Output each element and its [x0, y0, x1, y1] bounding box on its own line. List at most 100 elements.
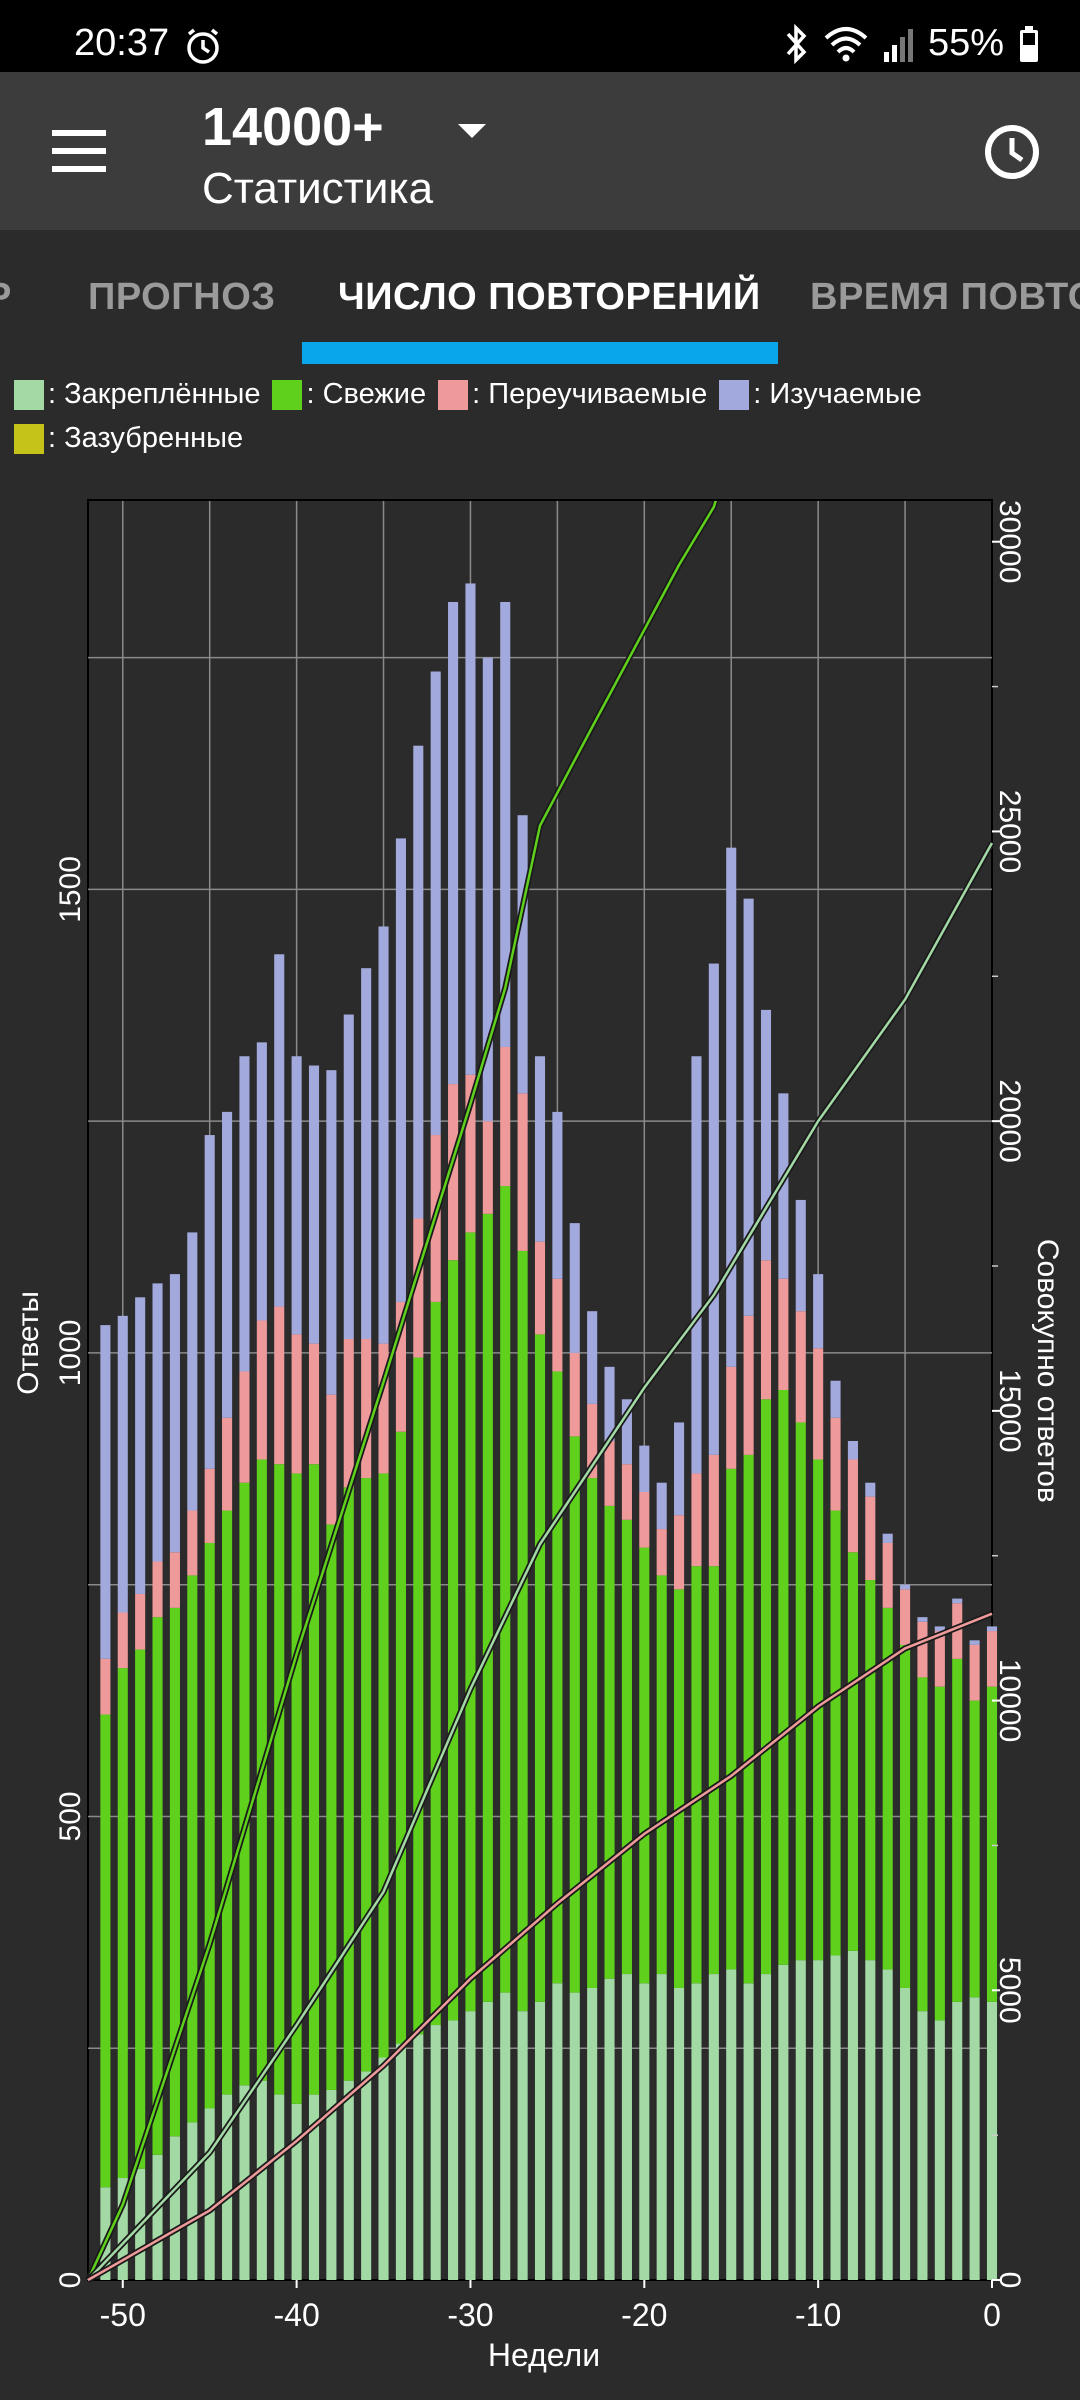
legend-label: : Изучаемые	[753, 378, 922, 410]
y-tick-label: 1000	[54, 1320, 87, 1387]
bar-segment	[743, 1983, 754, 2280]
bar-segment	[361, 2071, 372, 2280]
bar-segment	[795, 1311, 806, 1423]
bar-segment	[674, 1987, 685, 2280]
tab-review-count[interactable]: ЧИСЛО ПОВТОРЕНИЙ	[338, 276, 761, 318]
bar-segment	[917, 2011, 928, 2280]
bar-segment	[256, 2080, 267, 2280]
bar-segment	[465, 583, 476, 1075]
review-count-chart: -50 -40 -30 -20 -10 0 Недели 0 500 1000 1500 Ответы…	[12, 480, 1064, 2373]
bar-segment	[135, 1649, 146, 2169]
bar-segment	[500, 1046, 511, 1187]
dropdown-icon[interactable]	[452, 116, 492, 146]
bar-segment	[413, 1357, 424, 2035]
bar-segment	[152, 2154, 163, 2280]
y2-tick-label: 20000	[993, 1079, 1026, 1162]
bar-segment	[100, 1658, 111, 1715]
bar-segment	[934, 2020, 945, 2280]
bar-segment	[691, 1056, 702, 1474]
legend-row: : Зазубренные	[14, 422, 255, 455]
bar-segment	[952, 1603, 963, 1659]
bar-segment	[152, 1617, 163, 2155]
bar-segment	[430, 2025, 441, 2280]
bar-segment	[813, 1960, 824, 2280]
bar-segment	[865, 1496, 876, 1581]
history-icon[interactable]	[976, 116, 1048, 188]
bar-segment	[847, 1440, 858, 1460]
x-axis-label: Недели	[488, 2337, 600, 2373]
bar-segment	[569, 1436, 580, 1993]
bar-segment	[239, 1371, 250, 1483]
bar-segment	[169, 2136, 180, 2280]
bar-segment	[708, 1974, 719, 2280]
bar-segment	[152, 1561, 163, 1618]
bar-segment	[413, 745, 424, 1219]
bar-segment	[100, 1325, 111, 1659]
bar-segment	[135, 1593, 146, 1650]
legend-swatch	[14, 423, 44, 454]
y2-tick-label: 10000	[993, 1659, 1026, 1742]
bar-segment	[587, 1311, 598, 1404]
menu-icon[interactable]	[40, 116, 120, 186]
bar-segment	[534, 1241, 546, 1335]
battery-icon	[1020, 25, 1038, 62]
bar-segment	[169, 1607, 180, 2137]
bar-segment	[378, 2057, 389, 2280]
bar-segment	[760, 1974, 772, 2280]
tab-forecast[interactable]: ПРОГНОЗ	[88, 276, 276, 318]
bar-segment	[500, 1186, 511, 1993]
alarm-icon	[187, 28, 219, 64]
legend-label: : Закреплённые	[48, 378, 261, 410]
bar-segment	[830, 1380, 841, 1418]
bar-segment	[621, 1519, 632, 1975]
bar-segment	[830, 1417, 841, 1511]
bar-segment	[291, 1473, 302, 2104]
bar-segment	[413, 1218, 424, 1358]
bar-segment	[256, 1042, 267, 1321]
bar-segment	[326, 1070, 337, 1395]
bar-segment	[847, 1552, 858, 1951]
bar-segment	[448, 601, 459, 1085]
bar-segment	[482, 2001, 493, 2280]
x-tick-label: -30	[447, 2297, 493, 2333]
status-bar: 20:37 55%	[0, 0, 1080, 72]
tab-review-time[interactable]: ВРЕМЯ ПОВТО	[810, 276, 1080, 318]
bar-segment	[482, 657, 493, 1122]
legend-item-relearn: : Переучиваемые	[438, 378, 707, 411]
bar-segment	[656, 1529, 667, 1576]
bar-segment	[169, 1552, 180, 1608]
bar-segment	[986, 1626, 998, 1632]
bar-segment	[952, 1658, 963, 2002]
bar-segment	[639, 1491, 650, 1548]
y-tick-label: 500	[54, 1791, 87, 1841]
bar-segment	[100, 1714, 111, 2188]
bar-segment	[795, 1422, 806, 1961]
bar-segment	[204, 1468, 215, 1543]
bar-segment	[552, 1371, 563, 1984]
bar-segment	[204, 2108, 215, 2280]
bar-segment	[308, 1065, 320, 1344]
bar-segment	[604, 1505, 615, 1979]
y2-tick-label: 25000	[993, 790, 1026, 873]
bar-segment	[274, 954, 285, 1307]
app-bar: 14000+ Статистика	[0, 72, 1080, 230]
bar-segment	[326, 1394, 337, 1525]
x-tick-label: 0	[983, 2297, 1001, 2333]
bar-segment	[882, 1969, 893, 2280]
bar-segment	[361, 968, 372, 1340]
bar-segment	[239, 1056, 250, 1372]
bar-segment	[708, 963, 719, 1455]
bar-segment	[934, 1686, 945, 2021]
bar-segment	[865, 1580, 876, 1961]
cumulative-line	[86, 480, 724, 2281]
bar-segment	[708, 1566, 719, 1975]
bar-segment	[743, 1454, 754, 1984]
bar-segment	[448, 1084, 459, 1261]
bar-segment	[726, 847, 737, 1367]
tab-bar: Р ПРОГНОЗ ЧИСЛО ПОВТОРЕНИЙ ВРЕМЯ ПОВТО	[0, 230, 1080, 370]
bar-segment	[865, 1960, 876, 2280]
app-title[interactable]: 14000+	[202, 97, 384, 157]
tab-prev[interactable]: Р	[0, 276, 12, 319]
bar-segment	[708, 1454, 719, 1567]
bar-segment	[691, 1566, 702, 1984]
